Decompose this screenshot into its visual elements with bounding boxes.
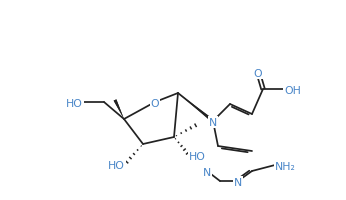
Text: HO: HO (108, 160, 125, 170)
Polygon shape (113, 100, 124, 119)
Text: N: N (209, 117, 217, 127)
Text: O: O (254, 69, 262, 79)
Text: NH₂: NH₂ (275, 161, 296, 171)
Polygon shape (113, 100, 124, 119)
Text: N: N (234, 177, 242, 187)
Polygon shape (178, 94, 214, 123)
Text: O: O (151, 99, 159, 108)
Text: OH: OH (284, 86, 301, 96)
Text: N: N (203, 167, 211, 177)
Text: HO: HO (66, 99, 83, 108)
Text: HO: HO (189, 151, 206, 161)
